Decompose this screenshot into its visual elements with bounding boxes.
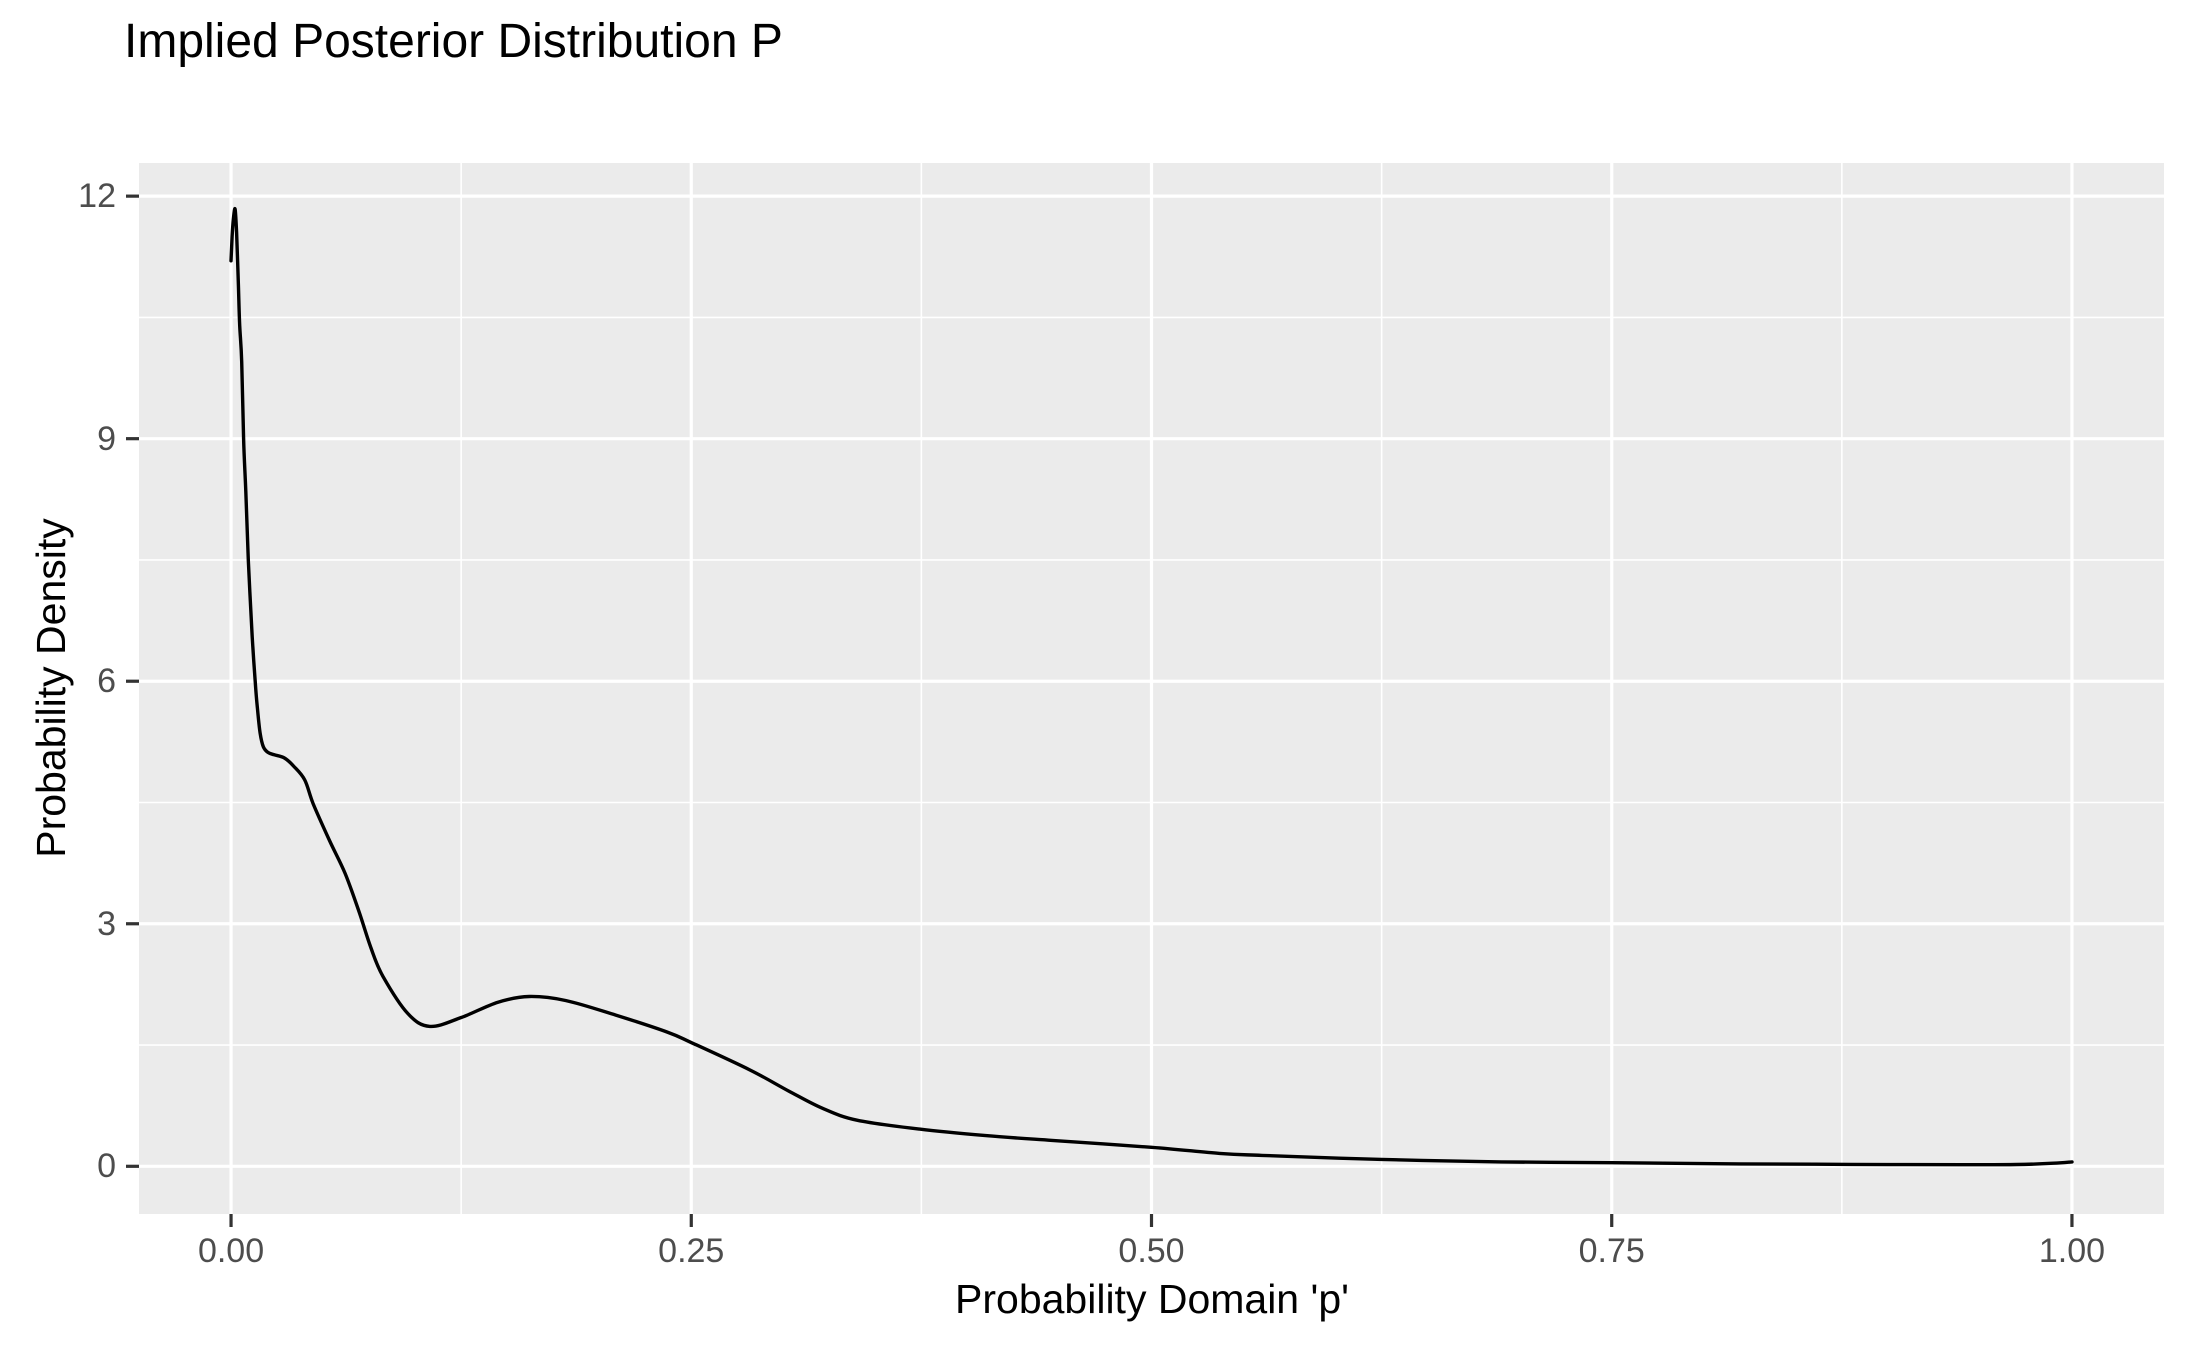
x-tick-label: 0.75 [1578,1232,1645,1270]
x-axis-title: Probability Domain 'p' [955,1276,1349,1322]
chart-title: Implied Posterior Distribution P [124,15,783,68]
y-tick-label: 6 [97,662,116,701]
y-tick-label: 9 [97,419,116,458]
y-tick-label: 3 [97,904,116,943]
x-tick-label: 1.00 [2038,1232,2106,1270]
density-curve [229,206,2074,1167]
y-tick-label: 12 [78,177,116,216]
y-tick-label: 0 [97,1147,116,1186]
x-tick-label: 0.25 [658,1232,725,1270]
x-tick-label: 0.00 [197,1232,265,1270]
x-tick-label: 0.50 [1118,1232,1185,1270]
